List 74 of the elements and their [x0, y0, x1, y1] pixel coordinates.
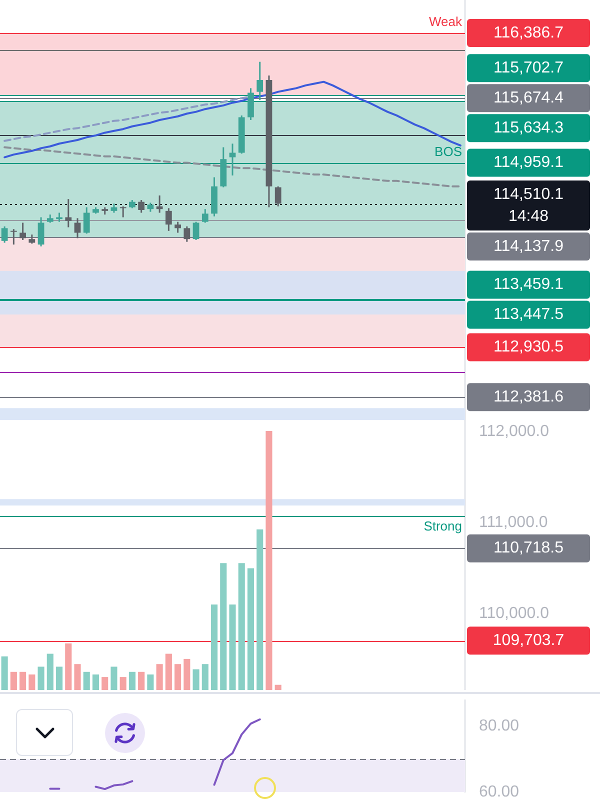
- line-series: [4, 146, 462, 188]
- bar: [220, 563, 227, 690]
- annotation: BOS: [434, 144, 462, 159]
- bar: [38, 666, 44, 690]
- ref-line-label: 116,386.7: [494, 24, 564, 42]
- bar: [46, 654, 54, 690]
- bar: [256, 529, 264, 690]
- bar: [202, 664, 208, 690]
- candlestick: [174, 221, 181, 234]
- candlestick: [202, 208, 208, 224]
- bar: [1, 656, 8, 690]
- candlestick: [256, 61, 264, 101]
- y-tick-label: 60.00: [479, 783, 520, 800]
- candlestick: [110, 202, 118, 214]
- ref-line-label: 112,381.6: [494, 388, 564, 406]
- bar: [184, 658, 190, 690]
- ref-line-label: 115,634.3: [494, 120, 564, 137]
- candlestick: [1, 226, 8, 244]
- candlestick: [138, 199, 145, 214]
- ref-line-label: 112,930.5: [494, 338, 564, 356]
- candlestick: [274, 186, 282, 208]
- bar: [147, 674, 154, 690]
- bar: [174, 664, 182, 690]
- candlestick: [10, 228, 17, 246]
- candlestick: [28, 234, 36, 244]
- y-tick-label: 111,000.0: [479, 514, 548, 532]
- bar: [210, 604, 218, 690]
- ref-line-label: 115,702.7: [494, 60, 564, 77]
- bar: [138, 672, 145, 690]
- bar: [83, 672, 90, 690]
- y-tick-label: 80.00: [479, 718, 520, 735]
- bar: [20, 672, 26, 690]
- candlestick: [38, 216, 44, 248]
- ref-line-label: 113,447.5: [494, 306, 564, 324]
- candlestick: [83, 206, 90, 234]
- bar: [110, 666, 118, 690]
- candlestick: [65, 198, 72, 228]
- ref-line-label: 113,459.1: [494, 276, 564, 294]
- ref-line-label: 114,959.1: [494, 154, 564, 172]
- y-tick-label: 110,000.0: [479, 605, 550, 622]
- annotation: Weak: [429, 14, 462, 30]
- bar: [274, 684, 282, 690]
- bar: [165, 654, 172, 690]
- bar: [266, 431, 272, 690]
- bar: [120, 677, 126, 690]
- bar: [56, 666, 63, 690]
- bar: [156, 664, 163, 690]
- candlestick: [184, 226, 190, 243]
- bar: [192, 669, 200, 690]
- candlestick: [192, 221, 200, 241]
- bar: [238, 563, 245, 690]
- candlestick: [156, 194, 163, 214]
- bar: [128, 672, 136, 690]
- candlestick: [20, 222, 26, 241]
- bar: [247, 568, 254, 690]
- candlestick: [229, 142, 236, 176]
- ref-line-label: 109,703.7: [492, 632, 564, 649]
- ref-line-label: 114,510.1 14:48: [494, 186, 564, 225]
- bar: [74, 664, 81, 690]
- bar: [10, 672, 17, 690]
- bar: [92, 674, 100, 690]
- annotation: Strong: [424, 518, 462, 534]
- bar: [102, 677, 108, 690]
- bar: [65, 643, 72, 690]
- candlestick: [165, 207, 172, 232]
- candlestick: [120, 206, 126, 218]
- ref-line-label: 115,674.4: [494, 90, 564, 107]
- bar: [28, 674, 36, 690]
- bar: [229, 604, 236, 690]
- candlestick: [147, 202, 154, 213]
- ref-line-label: 114,137.9: [494, 238, 564, 255]
- ref-line-label: 110,718.5: [494, 540, 564, 557]
- y-tick-label: 112,000.0: [479, 423, 550, 440]
- candlestick: [74, 217, 81, 239]
